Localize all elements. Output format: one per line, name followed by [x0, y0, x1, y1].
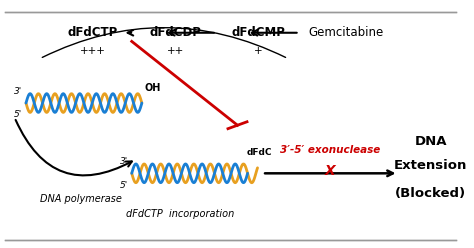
Text: ++: ++	[167, 46, 184, 56]
Text: dFdC: dFdC	[246, 148, 272, 157]
Text: 5': 5'	[120, 181, 128, 190]
Text: DNA polymerase: DNA polymerase	[40, 194, 122, 204]
Text: +++: +++	[80, 46, 106, 56]
Text: dFdCTP: dFdCTP	[67, 26, 118, 39]
Text: 3': 3'	[120, 157, 128, 166]
Text: dFdCMP: dFdCMP	[231, 26, 285, 39]
Text: (Blocked): (Blocked)	[395, 186, 466, 200]
Text: 3′-5′ exonuclease: 3′-5′ exonuclease	[280, 145, 381, 155]
FancyArrowPatch shape	[42, 28, 285, 58]
Text: Gemcitabine: Gemcitabine	[308, 26, 383, 39]
Text: DNA: DNA	[414, 135, 447, 148]
Text: 5': 5'	[14, 110, 22, 119]
Text: X: X	[325, 164, 336, 178]
Text: +: +	[254, 46, 263, 56]
Text: dFdCTP  incorporation: dFdCTP incorporation	[126, 209, 234, 219]
FancyArrowPatch shape	[16, 120, 132, 175]
Text: dFdCDP: dFdCDP	[149, 26, 201, 39]
Text: 3': 3'	[14, 87, 22, 96]
Text: OH: OH	[144, 83, 161, 93]
Text: Extension: Extension	[394, 159, 467, 172]
